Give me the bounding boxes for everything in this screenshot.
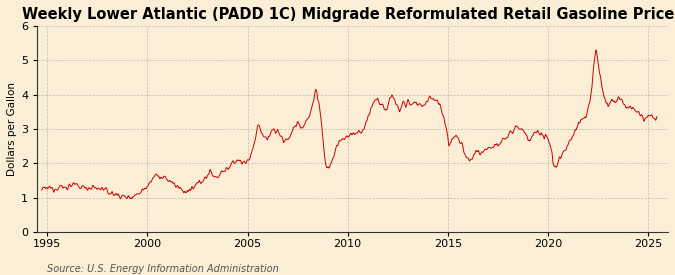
Y-axis label: Dollars per Gallon: Dollars per Gallon (7, 82, 17, 176)
Title: Weekly Lower Atlantic (PADD 1C) Midgrade Reformulated Retail Gasoline Prices: Weekly Lower Atlantic (PADD 1C) Midgrade… (22, 7, 675, 22)
Text: Source: U.S. Energy Information Administration: Source: U.S. Energy Information Administ… (47, 264, 279, 274)
